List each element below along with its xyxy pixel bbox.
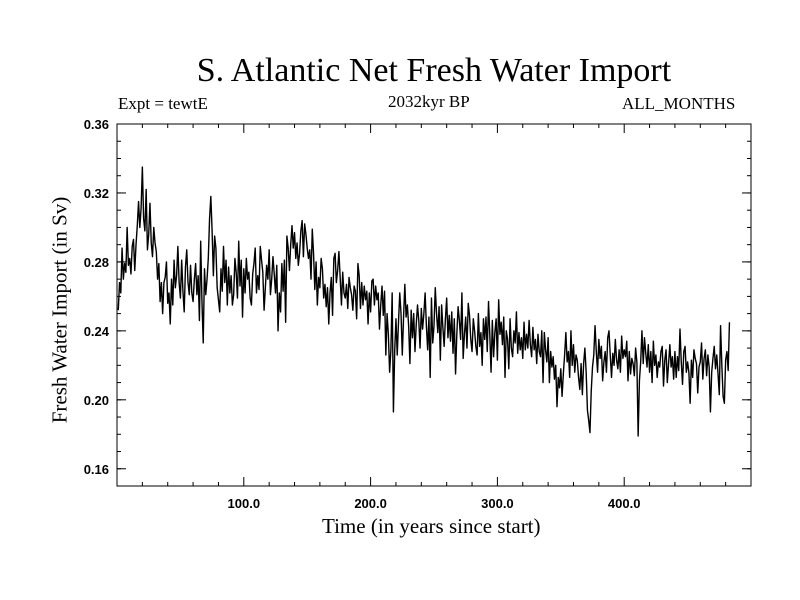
- y-tick-label: 0.28: [84, 255, 109, 270]
- y-tick-label: 0.16: [84, 462, 109, 477]
- y-tick-label: 0.36: [84, 117, 109, 132]
- months-label: ALL_MONTHS: [622, 94, 736, 113]
- chart-subtitle: 2032kyr BP: [388, 92, 470, 111]
- series-line: [117, 166, 731, 437]
- chart-title: S. Atlantic Net Fresh Water Import: [196, 52, 672, 89]
- x-tick-label: 100.0: [228, 496, 261, 511]
- experiment-label: Expt = tewtE: [118, 94, 208, 113]
- y-tick-label: 0.20: [84, 393, 109, 408]
- x-tick-label: 200.0: [354, 496, 387, 511]
- x-tick-label: 300.0: [481, 496, 514, 511]
- series-layer: [117, 166, 731, 437]
- y-tick-label: 0.24: [84, 324, 110, 339]
- plot-frame: [116, 123, 752, 487]
- x-axis-label: Time (in years since start): [322, 514, 541, 538]
- ticks-layer: 0.16 0.20 0.24 0.28 0.32 0.36 100.0 200.0 300.0 4…: [84, 117, 751, 511]
- x-tick-label: 400.0: [608, 496, 641, 511]
- y-tick-label: 0.32: [84, 186, 109, 201]
